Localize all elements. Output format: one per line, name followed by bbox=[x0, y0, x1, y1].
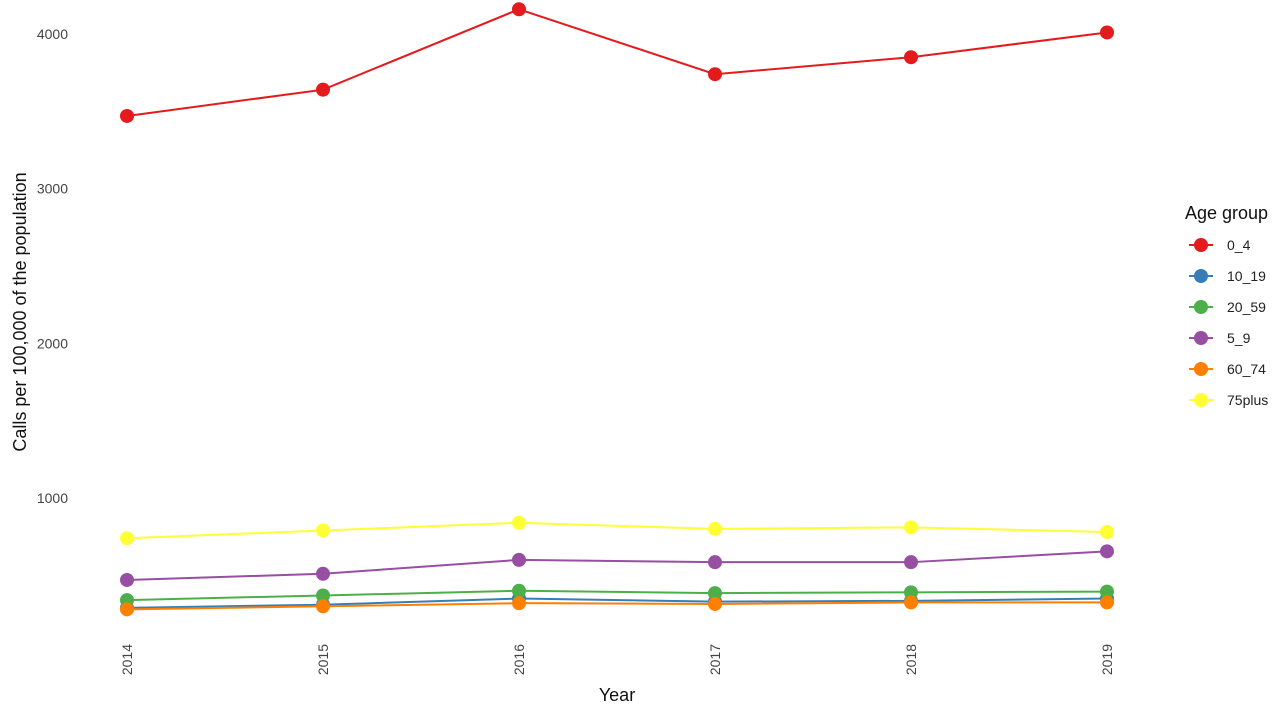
x-axis-title: Year bbox=[599, 685, 635, 705]
data-point-75plus bbox=[316, 523, 330, 538]
x-tick-label: 2014 bbox=[119, 644, 135, 675]
legend-label: 60_74 bbox=[1227, 361, 1266, 377]
legend-marker bbox=[1194, 300, 1208, 314]
x-tick-label: 2019 bbox=[1099, 644, 1115, 675]
legend-item-60_74: 60_74 bbox=[1189, 361, 1266, 377]
data-point-5_9 bbox=[120, 572, 134, 587]
data-point-20_59 bbox=[904, 585, 918, 600]
legend-items: 0_4 10_19 20_59 5_9 60_74 75plus bbox=[1189, 237, 1268, 408]
legend-label: 20_59 bbox=[1227, 299, 1266, 315]
data-point-0_4 bbox=[120, 108, 134, 123]
data-point-75plus bbox=[120, 531, 134, 546]
legend-item-0_4: 0_4 bbox=[1189, 237, 1251, 253]
y-tick-label: 2000 bbox=[37, 335, 68, 351]
data-point-20_59 bbox=[316, 588, 330, 603]
legend-label: 5_9 bbox=[1227, 330, 1251, 346]
data-point-60_74 bbox=[1100, 595, 1114, 610]
legend-item-5_9: 5_9 bbox=[1189, 330, 1251, 346]
data-point-5_9 bbox=[1100, 544, 1114, 559]
legend-marker bbox=[1194, 331, 1208, 345]
series-line-60_74 bbox=[126, 601, 1107, 611]
data-point-5_9 bbox=[708, 555, 722, 570]
y-axis-ticks: 1000 2000 3000 4000 bbox=[37, 26, 68, 506]
data-point-75plus bbox=[708, 521, 722, 536]
data-point-5_9 bbox=[904, 555, 918, 570]
data-point-20_59 bbox=[1100, 584, 1114, 599]
legend-marker bbox=[1194, 238, 1208, 252]
x-axis-ticks: 2014 2015 2016 2017 2018 2019 bbox=[119, 644, 1115, 675]
x-tick-label: 2016 bbox=[511, 644, 527, 675]
legend-label: 10_19 bbox=[1227, 268, 1266, 284]
data-point-60_74 bbox=[120, 602, 134, 617]
legend-marker bbox=[1194, 393, 1208, 407]
legend-marker bbox=[1194, 269, 1208, 283]
legend-label: 0_4 bbox=[1227, 237, 1251, 253]
legend-item-10_19: 10_19 bbox=[1189, 268, 1266, 284]
data-point-20_59 bbox=[512, 583, 526, 598]
series-line-0_4 bbox=[126, 8, 1108, 117]
data-point-0_4 bbox=[316, 82, 330, 97]
series-lines bbox=[126, 8, 1108, 611]
legend: Age group 0_4 10_19 20_59 5_9 60_74 75plus bbox=[1185, 203, 1268, 408]
legend-marker bbox=[1194, 362, 1208, 376]
x-tick-label: 2015 bbox=[315, 644, 331, 675]
data-point-60_74 bbox=[316, 599, 330, 614]
x-tick-label: 2018 bbox=[903, 644, 919, 675]
data-point-5_9 bbox=[512, 552, 526, 567]
data-point-75plus bbox=[1100, 525, 1114, 540]
data-point-5_9 bbox=[316, 566, 330, 581]
legend-item-75plus: 75plus bbox=[1189, 392, 1268, 408]
y-tick-label: 4000 bbox=[37, 26, 68, 42]
legend-item-20_59: 20_59 bbox=[1189, 299, 1266, 315]
y-tick-label: 1000 bbox=[37, 490, 68, 506]
legend-title: Age group bbox=[1185, 203, 1268, 223]
series-layer bbox=[120, 2, 1114, 617]
data-point-60_74 bbox=[512, 596, 526, 611]
y-tick-label: 3000 bbox=[37, 181, 68, 197]
data-point-60_74 bbox=[904, 595, 918, 610]
series-line-75plus bbox=[126, 521, 1108, 540]
series-line-10_19 bbox=[126, 597, 1108, 609]
data-point-0_4 bbox=[708, 67, 722, 82]
data-point-20_59 bbox=[708, 586, 722, 601]
series-line-5_9 bbox=[126, 550, 1108, 581]
data-point-75plus bbox=[904, 520, 918, 535]
data-point-0_4 bbox=[512, 2, 526, 17]
series-points bbox=[120, 2, 1114, 617]
y-axis-title: Calls per 100,000 of the population bbox=[10, 172, 30, 451]
data-point-0_4 bbox=[1100, 25, 1114, 40]
series-line-20_59 bbox=[126, 589, 1108, 602]
x-tick-label: 2017 bbox=[707, 644, 723, 675]
legend-label: 75plus bbox=[1227, 392, 1268, 408]
data-point-0_4 bbox=[904, 50, 918, 65]
data-point-75plus bbox=[512, 515, 526, 530]
data-point-60_74 bbox=[708, 596, 722, 611]
